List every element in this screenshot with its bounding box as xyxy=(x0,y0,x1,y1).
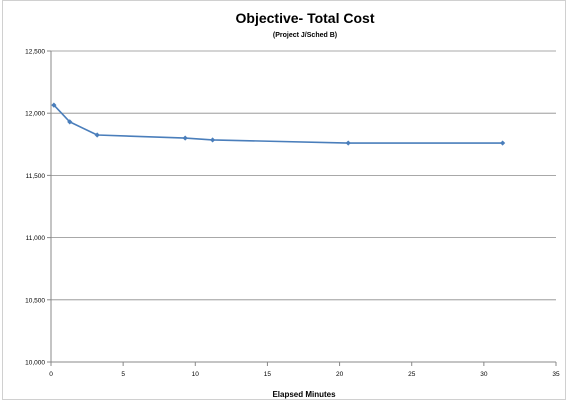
y-tick-label: 10,500 xyxy=(25,297,45,304)
x-tick-label: 35 xyxy=(552,371,560,378)
y-tick-label: 11,000 xyxy=(26,235,46,242)
gridlines xyxy=(47,50,557,366)
data-point-marker xyxy=(182,135,188,141)
data-point-marker xyxy=(345,140,351,146)
x-axis-label: Elapsed Minutes xyxy=(272,390,336,399)
y-tick-label: 10,000 xyxy=(25,360,45,367)
axes xyxy=(50,51,556,363)
y-tick-label: 12,000 xyxy=(25,111,45,118)
y-tick-label: 11,500 xyxy=(26,173,46,180)
chart-title: Objective- Total Cost xyxy=(236,10,375,26)
data-point-marker xyxy=(94,132,100,138)
data-point-marker xyxy=(51,102,57,108)
y-tick-labels: 10,000 10,500 11,000 11,500 12,000 12,500 xyxy=(25,49,45,367)
x-tick-label: 10 xyxy=(192,371,200,378)
chart-subtitle: (Project J/Sched B) xyxy=(273,32,337,39)
x-tick-label: 15 xyxy=(264,371,272,378)
y-tick-label: 12,500 xyxy=(25,49,45,56)
x-tick-label: 5 xyxy=(121,371,125,378)
x-tick-label: 25 xyxy=(408,371,416,378)
series xyxy=(51,102,506,146)
data-point-marker xyxy=(500,140,506,146)
data-point-marker xyxy=(210,137,216,143)
x-tick-label: 30 xyxy=(480,371,488,378)
x-tick-labels: 0 5 10 15 20 25 30 35 xyxy=(49,371,560,378)
data-point-marker xyxy=(67,119,73,125)
x-tick-label: 20 xyxy=(336,371,344,378)
x-tick-label: 0 xyxy=(49,371,53,378)
